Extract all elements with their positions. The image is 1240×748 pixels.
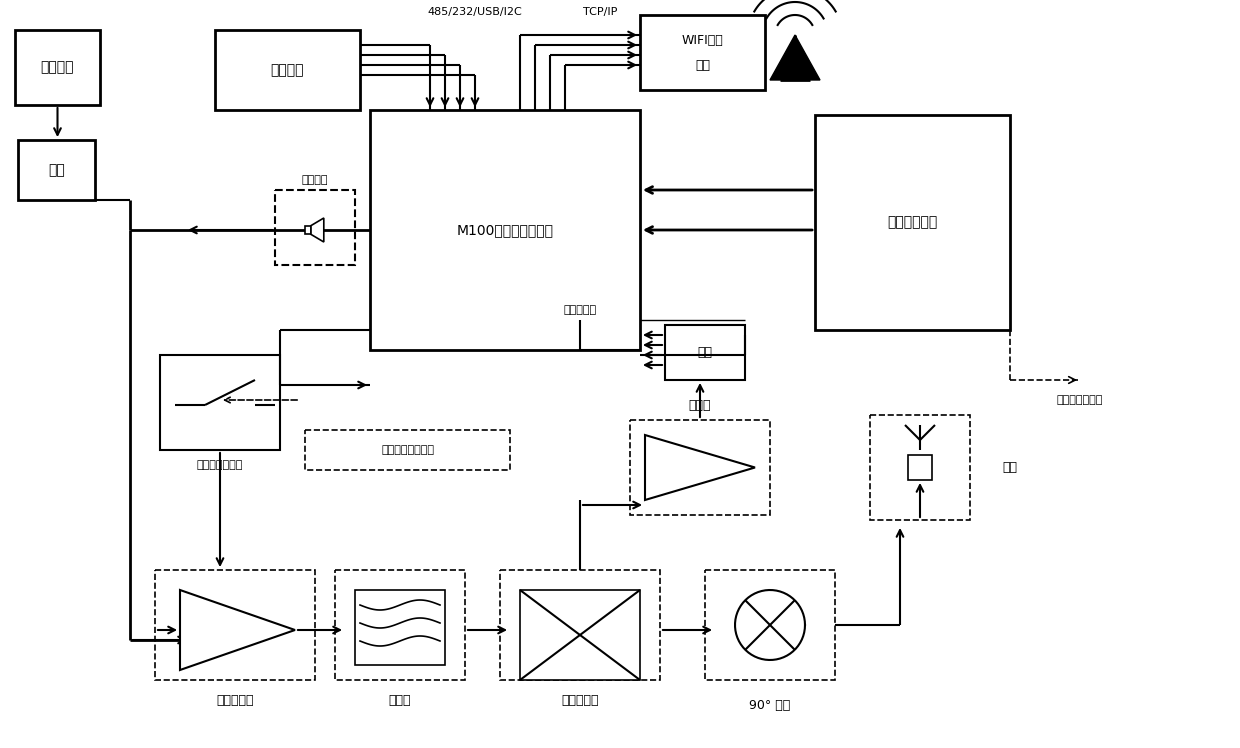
Text: 电路: 电路 — [694, 58, 711, 72]
Text: 巴仑: 巴仑 — [697, 346, 713, 359]
Polygon shape — [770, 35, 820, 80]
Bar — [275, 190, 355, 265]
Text: 90° 电桥: 90° 电桥 — [749, 699, 791, 711]
Text: TCP/IP: TCP/IP — [583, 7, 618, 17]
Polygon shape — [180, 590, 295, 670]
Text: 扩展接口: 扩展接口 — [270, 63, 304, 77]
Polygon shape — [311, 218, 324, 242]
Bar — [215, 30, 360, 110]
Bar — [305, 430, 510, 470]
Text: 低功耗控制电路: 低功耗控制电路 — [197, 460, 243, 470]
Bar — [500, 570, 660, 680]
Bar — [908, 455, 932, 480]
Text: 电池: 电池 — [48, 163, 64, 177]
Bar — [15, 30, 100, 105]
Text: 压电传感模块: 压电传感模块 — [888, 215, 937, 230]
Bar — [19, 140, 95, 200]
Bar — [870, 415, 970, 520]
Text: WIFI通信: WIFI通信 — [682, 34, 723, 46]
Text: 485/232/USB/I2C: 485/232/USB/I2C — [428, 7, 522, 17]
Bar — [815, 115, 1011, 330]
Bar — [155, 570, 315, 680]
Bar — [665, 325, 745, 380]
Text: 接收到信息: 接收到信息 — [563, 305, 596, 315]
Text: M100型射频识别芯片: M100型射频识别芯片 — [456, 223, 553, 237]
Text: 控制低功耗电路: 控制低功耗电路 — [1056, 395, 1104, 405]
Text: 信号放大器: 信号放大器 — [216, 693, 254, 707]
Bar — [706, 570, 835, 680]
Bar — [640, 15, 765, 90]
Polygon shape — [645, 435, 755, 500]
Text: 滤波器: 滤波器 — [389, 693, 412, 707]
Text: 天线: 天线 — [1002, 461, 1018, 474]
Bar — [370, 110, 640, 350]
Text: 定向耦合器: 定向耦合器 — [562, 693, 599, 707]
Bar — [160, 355, 280, 450]
Text: 电源系统: 电源系统 — [41, 61, 74, 75]
Bar — [630, 420, 770, 515]
Text: 发生信号: 发生信号 — [301, 175, 329, 185]
Bar — [520, 590, 640, 680]
Bar — [305, 226, 311, 234]
Bar — [355, 590, 445, 665]
Text: 压电传感控制信号: 压电传感控制信号 — [381, 445, 434, 455]
Text: 低噪放: 低噪放 — [688, 399, 712, 411]
Bar — [335, 570, 465, 680]
